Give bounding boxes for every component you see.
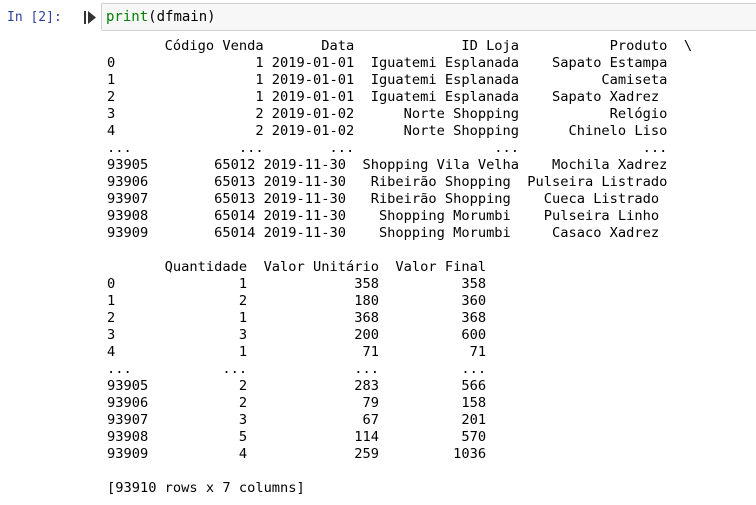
output-line: Quantidade Valor Unitário Valor Final [107,259,487,275]
output-line: 93906 2 79 158 [107,395,487,411]
output-line: 93908 5 114 570 [107,429,487,445]
output-line: 93909 4 259 1036 [107,446,487,462]
output-line: 2 1 368 368 [107,310,487,326]
output-line: 3 3 200 600 [107,327,487,343]
output-line: 3 2 2019-01-02 Norte Shopping Relógio [107,106,668,122]
output-line [107,242,692,259]
output-line: 4 1 71 71 [107,344,487,360]
code-text[interactable]: print(dfmain) [106,9,216,26]
output-line: 93909 65014 2019-11-30 Shopping Morumbi … [107,225,660,241]
output-line [107,463,692,480]
output-line: 93907 65013 2019-11-30 Ribeirão Shopping… [107,191,660,207]
output-line: 93906 65013 2019-11-30 Ribeirão Shopping… [107,174,668,190]
output-line: 4 2 2019-01-02 Norte Shopping Chinelo Li… [107,123,668,139]
run-cell-icon[interactable] [84,11,96,24]
output-line: ... ... ... ... ... [107,140,668,156]
output-line: [93910 rows x 7 columns] [107,480,305,496]
output-line: 93905 2 283 566 [107,378,487,394]
code-input-cell[interactable]: print(dfmain) [101,3,756,31]
cell-prompt: In [2]: [7,10,62,25]
output-line: 93905 65012 2019-11-30 Shopping Vila Vel… [107,157,668,173]
code-arguments: (dfmain) [148,9,216,25]
output-line: Código Venda Data ID Loja Produto \ [107,38,693,54]
output-line: 1 2 180 360 [107,293,487,309]
output-line: 0 1 358 358 [107,276,487,292]
output-line: 2 1 2019-01-01 Iguatemi Esplanada Sapato… [107,89,660,105]
output-line: 93907 3 67 201 [107,412,487,428]
output-line: 93908 65014 2019-11-30 Shopping Morumbi … [107,208,660,224]
output-line: 1 1 2019-01-01 Iguatemi Esplanada Camise… [107,72,668,88]
output-line: 0 1 2019-01-01 Iguatemi Esplanada Sapato… [107,55,668,71]
code-function-name: print [106,9,149,25]
cell-output: Código Venda Data ID Loja Produto \ 0 1 2… [107,38,692,497]
output-line: ... ... ... ... [107,361,487,377]
